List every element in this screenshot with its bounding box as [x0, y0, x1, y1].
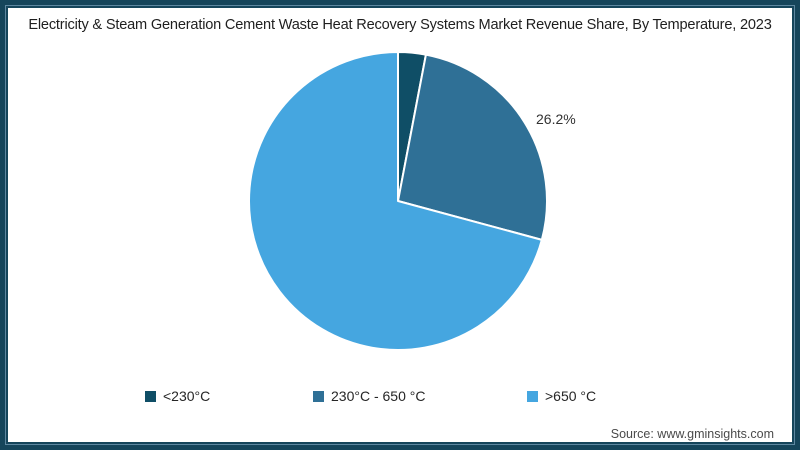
source-attribution: Source: www.gminsights.com [610, 427, 774, 441]
pie-slice-data-label: 26.2% [536, 111, 576, 127]
legend-item-230-650: 230°C - 650 °C [313, 387, 425, 405]
chart-title: Electricity & Steam Generation Cement Wa… [28, 17, 772, 33]
legend-marker-icon [527, 390, 538, 402]
chart-legend: <230°C 230°C - 650 °C >650 °C [0, 387, 800, 407]
legend-item-above-650: >650 °C [527, 387, 596, 405]
pie-slice-1 [397, 53, 548, 241]
legend-marker-icon [313, 390, 324, 402]
legend-marker-icon [145, 390, 156, 402]
legend-label: 230°C - 650 °C [331, 388, 426, 404]
legend-label: <230°C [163, 388, 211, 404]
legend-label: >650 °C [545, 388, 597, 404]
pie-slice-2 [248, 51, 543, 351]
legend-item-below-230: <230°C [145, 387, 210, 405]
